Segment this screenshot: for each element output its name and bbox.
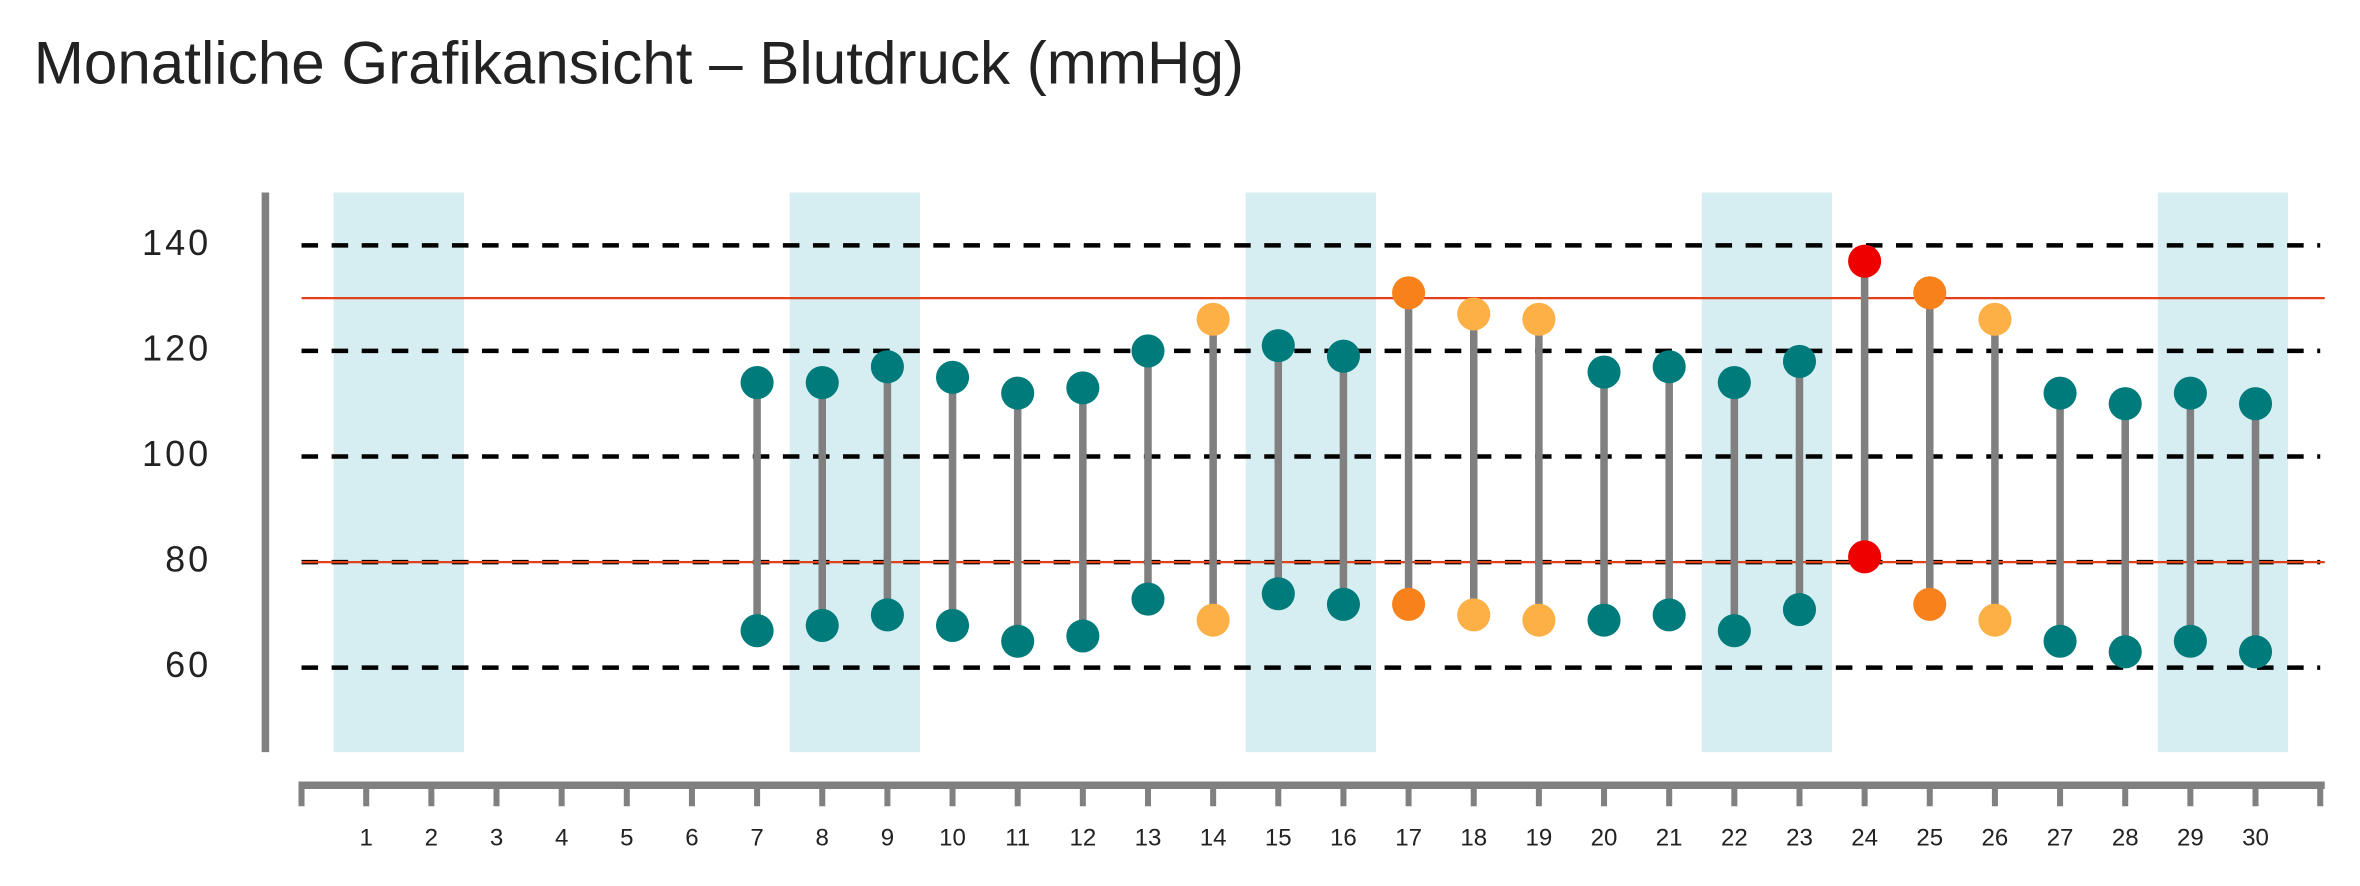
x-tick-label: 9 bbox=[881, 825, 894, 852]
dot bbox=[1001, 624, 1035, 658]
x-tick-label: 28 bbox=[2112, 825, 2139, 852]
x-tick-label: 22 bbox=[1721, 825, 1748, 852]
dot bbox=[1717, 366, 1751, 400]
x-tick-label: 13 bbox=[1135, 825, 1162, 852]
dot bbox=[740, 614, 774, 648]
dot bbox=[1782, 344, 1817, 379]
x-tick-label: 20 bbox=[1591, 825, 1618, 852]
dot bbox=[1066, 371, 1100, 405]
dot bbox=[1457, 297, 1491, 331]
dot bbox=[2043, 376, 2077, 410]
x-tick-label: 18 bbox=[1460, 825, 1487, 852]
x-tick-label: 21 bbox=[1656, 825, 1683, 852]
y-tick-label: 120 bbox=[142, 327, 211, 368]
chart-title: Monatliche Grafikansicht – Blutdruck (mm… bbox=[34, 30, 1244, 97]
dot bbox=[1587, 603, 1621, 637]
dot bbox=[1717, 614, 1751, 648]
dot bbox=[1522, 603, 1556, 637]
x-tick-label: 3 bbox=[490, 825, 503, 852]
y-tick-label: 100 bbox=[142, 433, 211, 474]
x-tick-label: 12 bbox=[1069, 825, 1096, 852]
dot bbox=[1652, 598, 1686, 632]
x-tick-label: 16 bbox=[1330, 825, 1357, 852]
dot bbox=[1978, 302, 2012, 336]
dot bbox=[935, 608, 970, 642]
dot bbox=[1326, 587, 1360, 621]
dot bbox=[1457, 598, 1491, 632]
x-tick-label: 29 bbox=[2177, 825, 2204, 852]
dot bbox=[1131, 334, 1165, 368]
dot bbox=[1066, 619, 1100, 653]
dot bbox=[1196, 302, 1230, 336]
dot bbox=[1261, 329, 1295, 363]
dot bbox=[1652, 350, 1686, 384]
dot bbox=[870, 350, 904, 384]
x-tick-label: 4 bbox=[555, 825, 568, 852]
x-tick-label: 30 bbox=[2242, 825, 2269, 852]
x-tick-label: 5 bbox=[620, 825, 633, 852]
x-tick-label: 23 bbox=[1786, 825, 1813, 852]
y-tick-label: 140 bbox=[142, 222, 211, 263]
dot bbox=[1913, 587, 1947, 621]
y-tick-label: 60 bbox=[165, 644, 211, 685]
weekend-band bbox=[1701, 192, 1833, 753]
dot bbox=[1913, 276, 1947, 310]
x-tick-label: 24 bbox=[1851, 825, 1878, 852]
x-tick-label: 19 bbox=[1526, 825, 1553, 852]
dot bbox=[2108, 387, 2142, 421]
x-tick-label: 1 bbox=[360, 825, 373, 852]
dot bbox=[2173, 376, 2207, 410]
x-tick-label: 2 bbox=[425, 825, 438, 852]
dot bbox=[1131, 582, 1165, 616]
weekend-band bbox=[789, 192, 920, 753]
dot bbox=[2173, 624, 2207, 658]
dot bbox=[805, 608, 839, 642]
dot bbox=[805, 366, 839, 400]
x-tick-label: 17 bbox=[1395, 825, 1422, 852]
x-tick-label: 25 bbox=[1916, 825, 1943, 852]
x-tick-label: 10 bbox=[939, 825, 966, 852]
dot bbox=[1261, 577, 1295, 611]
dot bbox=[935, 360, 970, 394]
dot bbox=[1001, 376, 1035, 410]
dot bbox=[1978, 603, 2012, 637]
dot bbox=[2238, 635, 2273, 669]
dot bbox=[1196, 603, 1230, 637]
dot bbox=[1326, 339, 1360, 373]
dot bbox=[870, 598, 904, 632]
x-tick-label: 6 bbox=[685, 825, 698, 852]
dot bbox=[1848, 244, 1882, 278]
dot bbox=[1587, 355, 1621, 389]
x-tick-label: 11 bbox=[1005, 825, 1030, 852]
x-tick-label: 8 bbox=[816, 825, 829, 852]
weekend-band bbox=[1245, 192, 1377, 753]
dot bbox=[1392, 587, 1426, 621]
weekend-band bbox=[333, 192, 464, 753]
dot bbox=[2238, 387, 2273, 421]
dot bbox=[1392, 276, 1426, 310]
dot bbox=[1848, 540, 1882, 574]
dot bbox=[2043, 624, 2077, 658]
dot bbox=[2108, 635, 2142, 669]
dot bbox=[740, 366, 774, 400]
x-tick-label: 7 bbox=[750, 825, 763, 852]
dot bbox=[1522, 302, 1556, 336]
x-tick-label: 14 bbox=[1200, 825, 1227, 852]
dot bbox=[1782, 593, 1817, 627]
y-tick-label: 80 bbox=[165, 539, 211, 580]
x-tick-label: 15 bbox=[1265, 825, 1292, 852]
x-tick-label: 26 bbox=[1982, 825, 2009, 852]
x-tick-label: 27 bbox=[2047, 825, 2074, 852]
